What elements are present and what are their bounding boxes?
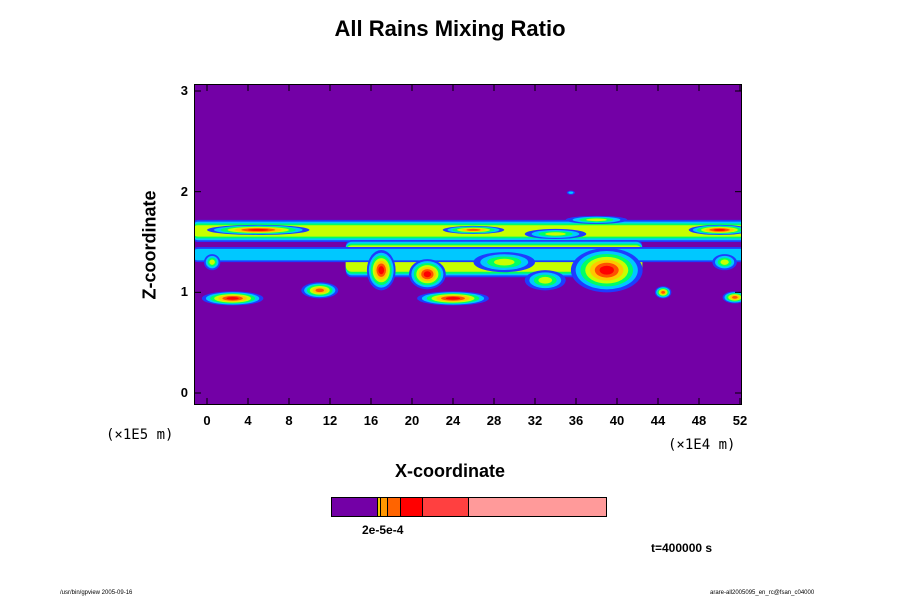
x-tick-label: 32: [527, 413, 543, 428]
heatmap-cell-14: [720, 259, 729, 265]
colorbar-segment: [386, 498, 401, 516]
time-annotation: t=400000 s: [651, 541, 713, 555]
y-tick-label: 2: [180, 183, 188, 199]
heatmap-cell-17: [586, 218, 607, 222]
heatmap-cell-12: [494, 258, 515, 266]
y-axis-label: Z-coordinate: [139, 190, 160, 300]
colorbar-segment: [467, 498, 606, 516]
colorbar-segment: [422, 498, 468, 516]
x-tick-label: 16: [363, 413, 379, 428]
colorbar-segment: [400, 498, 423, 516]
y-tick-label: 0: [180, 385, 188, 400]
x-tick-label: 0: [203, 413, 211, 428]
x-axis-label: X-coordinate: [394, 461, 505, 481]
x-tick-label: 48: [691, 413, 707, 428]
x-tick-label: 36: [568, 413, 584, 428]
colorbar-segment: [380, 498, 387, 516]
heatmap-cell-16: [545, 232, 566, 236]
y-tick-label: 1: [180, 284, 188, 300]
x-tick-label: 20: [404, 413, 420, 428]
heatmap-cell-5: [599, 265, 614, 275]
heatmap-cells: [201, 190, 741, 306]
heatmap-cell-0: [248, 228, 269, 231]
footer-command: /usr/bin/gpview 2005-09-16: [60, 590, 133, 596]
x-tick-label: 8: [285, 413, 293, 428]
heatmap-cell-3: [378, 266, 385, 275]
chart-title: All Rains Mixing Ratio: [334, 16, 566, 41]
x-tick-label: 52: [732, 413, 748, 428]
colorbar-segment: [332, 498, 378, 516]
heatmap-cell-8: [315, 288, 325, 293]
heatmap-cell-15: [568, 191, 574, 194]
x-tick-label: 4: [244, 413, 252, 428]
heatmap-cell-7: [445, 296, 461, 300]
y-unit-label: (×1E5 m): [106, 427, 174, 443]
heatmap-cell-2: [466, 228, 481, 231]
colorbar-segment: [377, 498, 381, 516]
footer-filename: arare-all2005095_en_rc@fsan_c04000: [710, 590, 815, 596]
heatmap-cell-9: [661, 290, 666, 294]
x-unit-label: (×1E4 m): [668, 437, 736, 453]
x-tick-label: 44: [650, 413, 666, 428]
heatmap-band-2: [195, 248, 741, 261]
heatmap-cell-4: [423, 271, 432, 278]
heatmap-cell-10: [732, 295, 738, 299]
colorbar: [331, 497, 607, 517]
y-tick-label: 3: [180, 83, 188, 98]
heatmap-cell-6: [226, 296, 239, 300]
heatmap-cell-1: [713, 228, 726, 231]
heatmap-cell-13: [209, 259, 215, 265]
x-tick-label: 28: [486, 413, 502, 428]
x-tick-label: 40: [609, 413, 625, 428]
x-tick-label: 24: [445, 413, 461, 428]
axis-ticks: [195, 85, 741, 404]
heatmap-cell-11: [538, 276, 553, 284]
x-tick-label: 12: [322, 413, 338, 428]
colorbar-label: 2e-5e-4: [362, 523, 404, 537]
